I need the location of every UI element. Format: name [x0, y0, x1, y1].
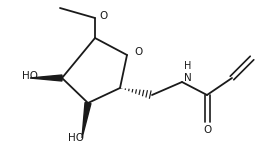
- Text: O: O: [203, 125, 211, 135]
- Text: O: O: [134, 47, 142, 57]
- Polygon shape: [30, 75, 62, 81]
- Text: HO: HO: [68, 133, 84, 143]
- Text: HO: HO: [22, 71, 38, 81]
- Text: N: N: [184, 73, 192, 83]
- Text: methoxy: methoxy: [39, 5, 45, 7]
- Text: O: O: [100, 11, 108, 21]
- Text: H: H: [184, 61, 191, 71]
- Polygon shape: [82, 103, 91, 138]
